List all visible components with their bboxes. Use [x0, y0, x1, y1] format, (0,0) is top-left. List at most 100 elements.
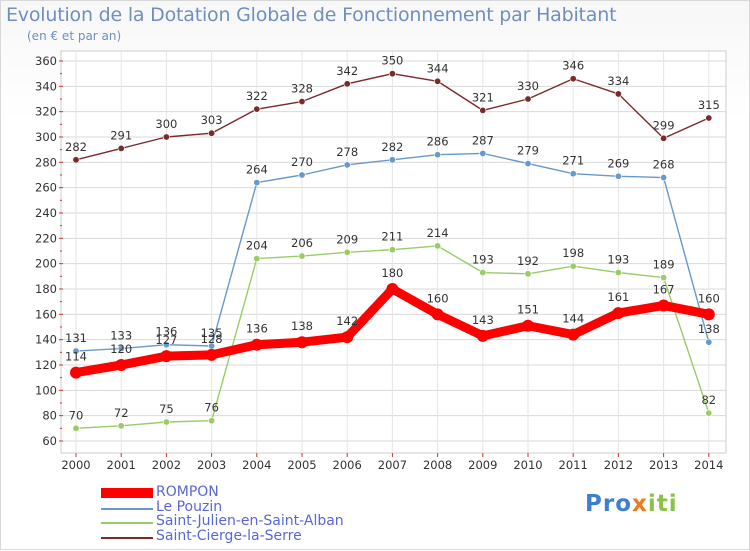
data-point-saint-julien-en-saint-alban-2011 — [569, 262, 577, 270]
x-tick-label-2006: 2006 — [333, 458, 362, 472]
data-point-le-pouzin-2009 — [479, 149, 487, 157]
data-label-saint-julien-en-saint-alban-2011: 198 — [562, 246, 584, 260]
data-label-saint-julien-en-saint-alban-2012: 193 — [607, 253, 629, 267]
y-tick-label-240: 240 — [35, 206, 57, 220]
y-tick-label-260: 260 — [35, 181, 57, 195]
y-tick-label-140: 140 — [35, 333, 57, 347]
data-label-saint-cierge-la-serre-2004: 322 — [246, 89, 268, 103]
data-label-le-pouzin-2004: 264 — [246, 163, 268, 177]
data-point-saint-julien-en-saint-alban-2007 — [388, 246, 396, 254]
data-point-rompon-2010 — [522, 319, 534, 332]
data-label-rompon-2002: 127 — [155, 333, 177, 347]
data-label-saint-cierge-la-serre-2012: 334 — [607, 74, 629, 88]
data-point-le-pouzin-2010 — [524, 160, 532, 168]
x-tick-label-2007: 2007 — [378, 458, 407, 472]
data-label-saint-cierge-la-serre-2014: 315 — [698, 98, 720, 112]
y-tick-label-320: 320 — [35, 105, 57, 119]
data-label-saint-cierge-la-serre-2000: 282 — [65, 140, 87, 154]
legend-label-le-pouzin: Le Pouzin — [156, 498, 223, 515]
data-point-saint-cierge-la-serre-2001 — [117, 144, 125, 152]
y-tick-label-100: 100 — [35, 383, 57, 397]
data-point-rompon-2009 — [476, 329, 489, 342]
chart-subtitle: (en € et par an) — [27, 29, 122, 43]
data-point-saint-cierge-la-serre-2003 — [208, 129, 216, 137]
data-label-saint-julien-en-saint-alban-2008: 214 — [427, 226, 449, 240]
data-point-le-pouzin-2013 — [660, 174, 668, 182]
data-point-saint-julien-en-saint-alban-2008 — [434, 242, 442, 250]
data-label-le-pouzin-2011: 271 — [562, 154, 584, 168]
y-tick-label-200: 200 — [35, 257, 57, 271]
x-tick-label-2013: 2013 — [649, 458, 678, 472]
data-point-rompon-2011 — [567, 328, 580, 341]
y-tick-label-60: 60 — [42, 434, 57, 448]
data-label-rompon-2006: 142 — [336, 314, 358, 328]
legend-label-saint-julien: Saint-Julien-en-Saint-Alban — [156, 513, 344, 529]
data-label-le-pouzin-2005: 270 — [291, 155, 313, 169]
data-label-saint-julien-en-saint-alban-2006: 209 — [336, 232, 358, 246]
x-tick-label-2010: 2010 — [513, 458, 542, 472]
y-tick-label-120: 120 — [35, 358, 57, 372]
data-point-saint-cierge-la-serre-2011 — [569, 75, 577, 83]
legend-label-rompon: ROMPON — [156, 484, 219, 500]
data-point-rompon-2002 — [160, 350, 173, 363]
y-tick-label-160: 160 — [35, 307, 57, 321]
x-tick-label-2001: 2001 — [107, 458, 136, 472]
y-tick-label-300: 300 — [35, 130, 57, 144]
data-label-rompon-2012: 161 — [607, 290, 629, 304]
data-label-saint-cierge-la-serre-2009: 321 — [472, 90, 494, 104]
data-label-le-pouzin-2012: 269 — [607, 156, 629, 170]
x-tick-label-2003: 2003 — [197, 458, 226, 472]
data-point-rompon-2013 — [657, 299, 670, 312]
data-label-saint-cierge-la-serre-2001: 291 — [110, 128, 132, 142]
data-label-le-pouzin-2000: 131 — [65, 331, 87, 345]
x-tick-label-2014: 2014 — [694, 458, 723, 472]
data-label-saint-cierge-la-serre-2005: 328 — [291, 82, 313, 96]
data-label-le-pouzin-2010: 279 — [517, 144, 539, 158]
x-tick-label-2011: 2011 — [559, 458, 588, 472]
data-point-le-pouzin-2006 — [343, 161, 351, 169]
data-point-rompon-2005 — [296, 336, 308, 349]
data-point-saint-cierge-la-serre-2014 — [705, 114, 713, 122]
data-point-rompon-2001 — [115, 359, 128, 371]
data-label-le-pouzin-2014: 138 — [698, 322, 720, 336]
data-point-le-pouzin-2012 — [614, 172, 622, 180]
x-tick-label-2000: 2000 — [61, 458, 90, 472]
data-point-rompon-2007 — [386, 283, 399, 295]
data-label-saint-cierge-la-serre-2002: 300 — [155, 117, 177, 131]
data-label-rompon-2000: 114 — [65, 350, 87, 364]
y-tick-label-180: 180 — [35, 282, 57, 296]
data-point-saint-julien-en-saint-alban-2006 — [343, 248, 351, 256]
legend-swatch-rompon — [101, 488, 153, 498]
data-label-saint-julien-en-saint-alban-2007: 211 — [381, 230, 403, 244]
data-point-le-pouzin-2001 — [117, 345, 125, 353]
data-point-le-pouzin-2004 — [253, 179, 261, 187]
data-point-le-pouzin-2011 — [569, 170, 577, 178]
data-point-rompon-2000 — [70, 366, 82, 379]
data-point-saint-cierge-la-serre-2007 — [388, 70, 396, 78]
data-label-saint-julien-en-saint-alban-2000: 70 — [69, 408, 84, 422]
data-point-saint-cierge-la-serre-2004 — [253, 105, 261, 113]
data-point-saint-julien-en-saint-alban-2002 — [162, 418, 170, 426]
data-label-saint-julien-en-saint-alban-2010: 192 — [517, 254, 539, 268]
x-tick-label-2008: 2008 — [423, 458, 452, 472]
data-point-saint-cierge-la-serre-2012 — [614, 90, 622, 98]
data-point-saint-cierge-la-serre-2002 — [162, 133, 170, 141]
data-label-rompon-2007: 180 — [381, 266, 403, 280]
data-label-saint-cierge-la-serre-2010: 330 — [517, 79, 539, 93]
data-label-saint-cierge-la-serre-2008: 344 — [427, 61, 449, 75]
data-point-le-pouzin-2000 — [72, 347, 80, 355]
data-label-saint-julien-en-saint-alban-2003: 76 — [204, 401, 219, 415]
data-label-saint-cierge-la-serre-2003: 303 — [201, 113, 223, 127]
data-label-rompon-2001: 120 — [110, 342, 132, 356]
data-point-saint-cierge-la-serre-2000 — [72, 156, 80, 164]
data-point-le-pouzin-2014 — [705, 338, 713, 346]
data-label-saint-julien-en-saint-alban-2004: 204 — [246, 239, 268, 253]
data-label-le-pouzin-2006: 278 — [336, 145, 358, 159]
data-point-saint-julien-en-saint-alban-2010 — [524, 270, 532, 278]
data-label-saint-julien-en-saint-alban-2014: 82 — [701, 393, 716, 407]
x-tick-label-2005: 2005 — [287, 458, 316, 472]
data-label-rompon-2009: 143 — [472, 313, 494, 327]
legend-swatch-saint-julien — [101, 522, 153, 524]
data-point-saint-cierge-la-serre-2009 — [479, 106, 487, 114]
